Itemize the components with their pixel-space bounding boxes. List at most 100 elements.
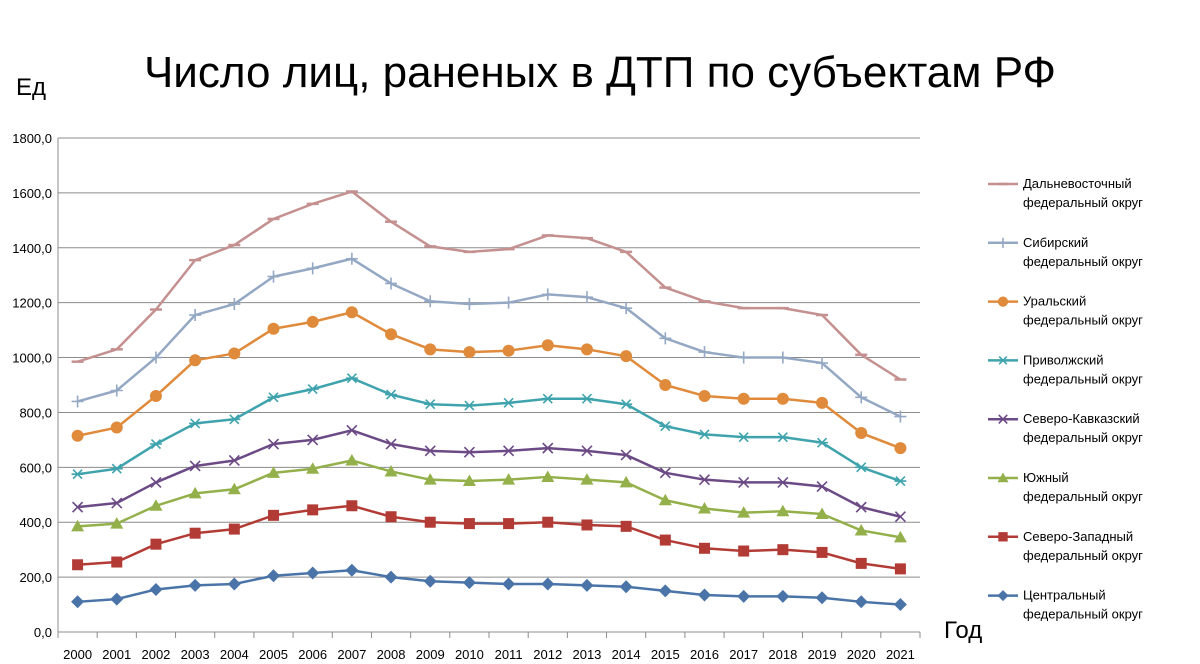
data-point bbox=[267, 270, 280, 283]
legend-swatch-marker bbox=[997, 472, 1009, 483]
x-tick-label: 2004 bbox=[220, 647, 249, 662]
data-point bbox=[110, 592, 124, 606]
data-point bbox=[502, 397, 515, 408]
data-point bbox=[306, 566, 320, 580]
legend-label: Сибирский bbox=[1023, 235, 1088, 250]
x-tick-label: 2019 bbox=[808, 647, 837, 662]
data-point bbox=[111, 556, 123, 568]
data-point bbox=[854, 523, 868, 536]
data-point bbox=[345, 306, 358, 319]
data-point bbox=[541, 339, 554, 352]
data-point bbox=[423, 574, 437, 588]
data-point bbox=[893, 598, 907, 612]
data-point bbox=[306, 384, 319, 395]
legend-label: федеральный округ bbox=[1023, 254, 1143, 269]
data-point bbox=[777, 476, 789, 488]
data-point bbox=[424, 516, 436, 528]
data-point bbox=[855, 427, 868, 440]
legend-label: Северо-Западный bbox=[1023, 529, 1133, 544]
y-tick-label: 400,0 bbox=[19, 515, 52, 530]
data-point bbox=[228, 347, 241, 360]
data-point bbox=[580, 291, 593, 304]
data-point bbox=[659, 379, 672, 391]
data-point bbox=[698, 429, 711, 440]
data-point bbox=[188, 578, 202, 592]
x-tick-label: 2014 bbox=[612, 647, 641, 662]
data-point bbox=[541, 577, 555, 591]
data-point bbox=[737, 351, 750, 364]
y-axis-unit-label: Ед bbox=[16, 74, 47, 101]
data-point bbox=[620, 302, 633, 315]
legend-label: федеральный округ bbox=[1023, 430, 1143, 445]
data-point bbox=[267, 392, 280, 403]
legend-label: федеральный округ bbox=[1023, 548, 1143, 563]
data-point bbox=[268, 509, 279, 521]
data-point bbox=[699, 542, 710, 554]
data-point bbox=[658, 584, 672, 598]
data-point bbox=[228, 298, 241, 311]
legend-label: федеральный округ bbox=[1023, 195, 1143, 210]
data-point bbox=[619, 475, 633, 488]
data-point bbox=[424, 343, 437, 356]
data-point bbox=[71, 595, 85, 609]
data-point bbox=[659, 467, 671, 479]
data-point bbox=[345, 252, 358, 265]
data-point bbox=[149, 389, 162, 402]
data-point bbox=[816, 546, 828, 558]
data-point bbox=[150, 538, 162, 550]
data-point bbox=[228, 454, 240, 467]
x-tick-label: 2003 bbox=[181, 647, 210, 662]
data-point bbox=[698, 502, 711, 514]
data-point bbox=[110, 517, 124, 529]
data-point bbox=[737, 392, 750, 405]
data-point bbox=[267, 322, 280, 335]
data-point bbox=[149, 499, 163, 511]
data-point bbox=[306, 462, 320, 474]
legend-swatch-marker bbox=[997, 356, 1009, 365]
x-tick-label: 2018 bbox=[768, 647, 797, 662]
data-point bbox=[228, 523, 240, 535]
x-tick-label: 2000 bbox=[63, 647, 92, 662]
data-point bbox=[346, 424, 358, 436]
legend-label: Южный bbox=[1023, 470, 1069, 485]
legend-label: федеральный округ bbox=[1023, 607, 1143, 622]
data-point bbox=[737, 432, 750, 443]
data-point bbox=[345, 563, 359, 577]
series-line bbox=[77, 190, 902, 381]
x-tick-label: 2002 bbox=[141, 647, 170, 662]
data-point bbox=[620, 520, 632, 532]
data-point bbox=[385, 511, 397, 523]
data-point bbox=[620, 399, 633, 410]
y-tick-label: 200,0 bbox=[19, 570, 52, 585]
data-point bbox=[385, 328, 398, 341]
series-line bbox=[77, 459, 901, 539]
x-tick-label: 2015 bbox=[651, 647, 680, 662]
series-line bbox=[77, 429, 901, 518]
data-point bbox=[776, 504, 790, 517]
x-tick-label: 2008 bbox=[377, 647, 406, 662]
data-point bbox=[738, 476, 750, 488]
data-point bbox=[894, 511, 906, 523]
data-point bbox=[346, 500, 358, 512]
data-point bbox=[463, 298, 476, 311]
data-point bbox=[855, 501, 867, 513]
x-tick-label: 2009 bbox=[416, 647, 445, 662]
legend-label: федеральный округ bbox=[1023, 371, 1143, 386]
data-point bbox=[149, 438, 162, 450]
data-point bbox=[385, 277, 398, 290]
data-point bbox=[854, 595, 868, 609]
data-point bbox=[542, 442, 554, 454]
data-point bbox=[345, 453, 359, 466]
y-tick-label: 0,0 bbox=[34, 625, 52, 640]
series-line bbox=[77, 311, 901, 450]
legend-swatch-marker bbox=[998, 414, 1008, 425]
data-point bbox=[738, 545, 750, 557]
data-point bbox=[345, 373, 358, 384]
y-tick-label: 800,0 bbox=[19, 405, 52, 420]
data-point bbox=[580, 343, 593, 356]
data-point bbox=[737, 589, 751, 603]
x-tick-label: 2021 bbox=[886, 647, 915, 662]
data-point bbox=[227, 577, 241, 591]
x-tick-label: 2010 bbox=[455, 647, 484, 662]
